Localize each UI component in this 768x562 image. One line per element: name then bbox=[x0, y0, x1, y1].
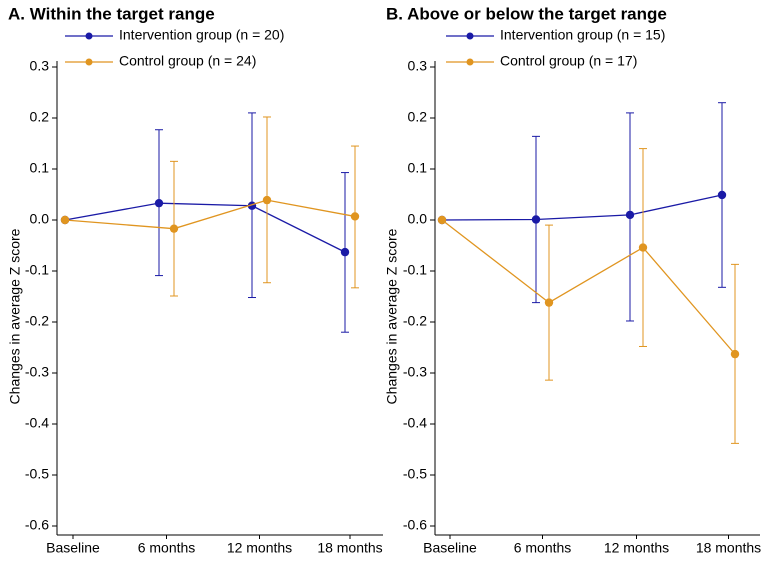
legend-label: Control group (n = 24) bbox=[119, 53, 256, 69]
y-tick-label: -0.2 bbox=[403, 313, 427, 329]
y-axis-label: Changes in average Z score bbox=[7, 228, 23, 404]
y-tick-label: -0.4 bbox=[403, 415, 427, 431]
x-tick-label: 6 months bbox=[514, 540, 572, 556]
data-point bbox=[437, 215, 447, 225]
data-point bbox=[717, 190, 727, 200]
data-point bbox=[340, 247, 350, 257]
data-point bbox=[625, 210, 635, 220]
y-tick-label: -0.3 bbox=[403, 364, 427, 380]
data-point bbox=[154, 198, 164, 208]
y-tick-label: 0.1 bbox=[30, 160, 50, 176]
data-point bbox=[60, 215, 70, 225]
legend-marker bbox=[85, 32, 93, 40]
y-tick-label: -0.4 bbox=[25, 415, 49, 431]
y-tick-label: 0.0 bbox=[408, 211, 428, 227]
legend-label: Intervention group (n = 20) bbox=[119, 27, 284, 43]
y-tick-label: -0.1 bbox=[25, 262, 49, 278]
series-line bbox=[441, 194, 723, 221]
y-tick-label: 0.3 bbox=[408, 58, 428, 74]
legend-marker bbox=[466, 58, 474, 66]
legend-entry-control: Control group (n = 24) bbox=[65, 53, 256, 69]
data-point bbox=[262, 195, 272, 205]
x-tick-label: Baseline bbox=[46, 540, 100, 556]
y-tick-label: 0.2 bbox=[30, 109, 50, 125]
data-point bbox=[544, 298, 554, 307]
x-tick-label: 18 months bbox=[317, 540, 382, 556]
data-point bbox=[169, 224, 179, 233]
y-tick-label: 0.1 bbox=[408, 160, 428, 176]
panel-a: A. Within the target range 0.3 0.2 0.1 0.0 -0… bbox=[7, 4, 383, 556]
y-tick-label: -0.3 bbox=[25, 364, 49, 380]
legend-marker bbox=[85, 58, 93, 66]
y-tick-label: -0.6 bbox=[403, 517, 427, 533]
y-tick-label: 0.3 bbox=[30, 58, 50, 74]
x-tick-label: 12 months bbox=[604, 540, 669, 556]
x-tick-label: 12 months bbox=[227, 540, 292, 556]
y-tick-label: -0.5 bbox=[403, 466, 427, 482]
data-point bbox=[350, 212, 360, 221]
x-tick-label: Baseline bbox=[423, 540, 477, 556]
data-point bbox=[531, 215, 541, 224]
series-line bbox=[441, 219, 736, 355]
series-intervention bbox=[437, 102, 727, 322]
series-control bbox=[437, 148, 740, 444]
y-tick-label: 0.2 bbox=[408, 109, 428, 125]
series-line bbox=[64, 202, 346, 253]
panel-title: A. Within the target range bbox=[8, 4, 215, 23]
x-tick-label: 18 months bbox=[696, 540, 761, 556]
y-tick-label: -0.2 bbox=[25, 313, 49, 329]
legend-entry-intervention: Intervention group (n = 20) bbox=[65, 27, 284, 43]
y-tick-label: -0.6 bbox=[25, 517, 49, 533]
legend-marker bbox=[466, 32, 474, 40]
y-tick-label: 0.0 bbox=[30, 211, 50, 227]
legend-entry-intervention: Intervention group (n = 15) bbox=[446, 27, 665, 43]
x-tick-label: 6 months bbox=[138, 540, 196, 556]
legend-label: Control group (n = 17) bbox=[500, 53, 637, 69]
legend-label: Intervention group (n = 15) bbox=[500, 27, 665, 43]
legend-entry-control: Control group (n = 17) bbox=[446, 53, 637, 69]
panel-b: B. Above or below the target range 0.3 0.2… bbox=[384, 4, 761, 555]
panel-title: B. Above or below the target range bbox=[386, 4, 667, 23]
y-tick-label: -0.1 bbox=[403, 262, 427, 278]
y-tick-label: -0.5 bbox=[25, 466, 49, 482]
y-axis-label: Changes in average Z score bbox=[384, 228, 400, 404]
series-line bbox=[64, 199, 356, 230]
series-control bbox=[60, 116, 360, 297]
data-point bbox=[638, 243, 648, 252]
data-point bbox=[730, 349, 740, 359]
